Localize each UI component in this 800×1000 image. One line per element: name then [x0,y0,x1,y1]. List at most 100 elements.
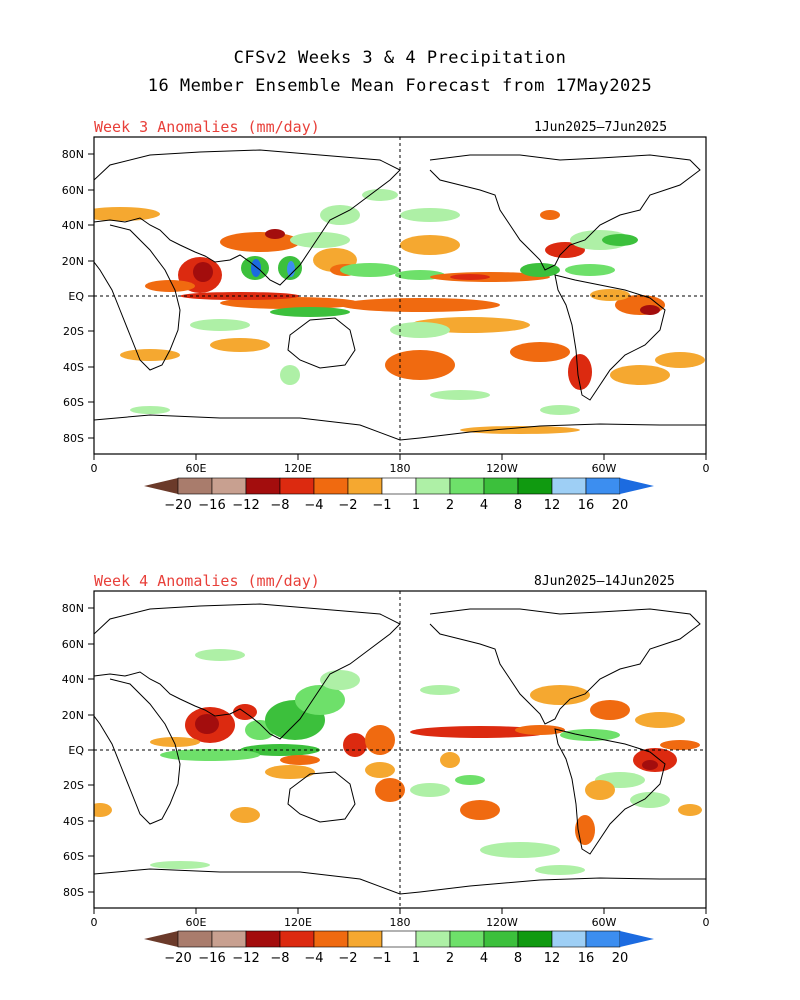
week4-map: 80N 60N 40N 20N EQ 20S 40S 60S 80S 0 60E… [62,590,710,929]
colorbar-tick-label: 1 [412,498,420,513]
lat-label: 80N [62,602,84,615]
lon-label: 120E [284,462,312,475]
lat-label: EQ [68,290,84,303]
panel1-dates: 1Jun2025–7Jun2025 [534,120,668,135]
week3-colorbar: −20 −16 −12 −8 −4 −2 −1 1 2 4 8 12 16 20 [144,477,654,513]
colorbar-tick-label: −12 [232,951,259,966]
colorbar-tick-label: 2 [446,498,454,513]
lat-label: 60S [63,396,84,409]
lon-label: 60W [592,462,617,475]
lat-label: 20N [62,709,84,722]
colorbar-swatch [279,930,315,948]
lon-label: 120E [284,916,312,929]
lon-label: 60E [186,916,207,929]
lon-label: 180 [390,462,411,475]
lon-label: 0 [91,916,98,929]
week3-map: 80N 60N 40N 20N EQ 20S 40S 60S 80S 0 60E… [62,136,710,475]
panel2-dates: 8Jun2025–14Jun2025 [534,574,675,589]
lon-label: 120W [486,916,518,929]
colorbar-tick-label: 1 [412,951,420,966]
colorbar-arrow-high [620,931,654,947]
lon-label: 60W [592,916,617,929]
lon-label: 0 [703,462,710,475]
colorbar-swatch [415,930,451,948]
lon-label: 180 [390,916,411,929]
colorbar-swatch [245,930,281,948]
lat-label: 80S [63,432,84,445]
lat-label: 60N [62,184,84,197]
colorbar-tick-label: 12 [544,951,561,966]
lat-label: 40S [63,361,84,374]
colorbar-tick-label: −16 [198,498,225,513]
lat-label: 20S [63,325,84,338]
title-line1: CFSv2 Weeks 3 & 4 Precipitation [233,48,567,68]
week3-anomaly-shading [94,189,705,434]
lon-label: 0 [703,916,710,929]
lat-label: 40N [62,219,84,232]
colorbar-tick-label: 12 [544,498,561,513]
colorbar-tick-label: −20 [164,951,191,966]
lon-label: 120W [486,462,518,475]
colorbar-tick-label: −12 [232,498,259,513]
week4-anomaly-shading [94,649,702,875]
colorbar-tick-label: 4 [480,498,488,513]
colorbar-arrow-low [144,478,178,494]
lat-label: 20S [63,779,84,792]
colorbar-arrow-high [620,478,654,494]
colorbar-swatch [585,477,621,495]
colorbar-tick-label: −8 [270,498,289,513]
colorbar-tick-label: −4 [304,498,323,513]
colorbar-swatch [551,930,587,948]
colorbar-tick-label: −1 [372,498,391,513]
lat-label: 40N [62,673,84,686]
lat-label: 60S [63,850,84,863]
colorbar-swatch [415,477,451,495]
colorbar-tick-label: −4 [304,951,323,966]
colorbar-swatch [449,930,485,948]
colorbar-swatch [449,477,485,495]
colorbar-swatch [585,930,621,948]
colorbar-swatch [313,477,349,495]
colorbar-tick-label: 8 [514,498,522,513]
colorbar-swatch [279,477,315,495]
colorbar-swatch [347,477,383,495]
colorbar-tick-label: 8 [514,951,522,966]
lat-label: 80S [63,886,84,899]
colorbar-tick-label: −1 [372,951,391,966]
colorbar-swatch [551,477,587,495]
colorbar-swatch [517,930,553,948]
colorbar-tick-label: 16 [578,951,595,966]
colorbar-swatch [313,930,349,948]
colorbar-tick-label: 4 [480,951,488,966]
week4-coastlines [94,603,706,895]
colorbar-swatch [347,930,383,948]
colorbar-swatch [483,477,519,495]
colorbar-swatch [177,477,213,495]
colorbar-swatch [381,477,417,495]
colorbar-swatch [177,930,213,948]
lon-label: 60E [186,462,207,475]
colorbar-tick-label: 20 [612,951,629,966]
lat-label: 40S [63,815,84,828]
colorbar-tick-label: −2 [338,951,357,966]
colorbar-swatch [211,930,247,948]
colorbar-tick-label: −8 [270,951,289,966]
title-line2: 16 Member Ensemble Mean Forecast from 17… [147,76,653,96]
colorbar-tick-label: 2 [446,951,454,966]
colorbar-swatch [211,477,247,495]
colorbar-tick-label: −20 [164,498,191,513]
lat-label: 60N [62,638,84,651]
week3-coastlines [94,149,706,441]
colorbar-tick-label: −2 [338,498,357,513]
colorbar-tick-label: −16 [198,951,225,966]
colorbar-arrow-low [144,931,178,947]
lon-label: 0 [91,462,98,475]
colorbar-swatch [381,930,417,948]
panel1-label: Week 3 Anomalies (mm/day) [94,118,320,136]
colorbar-tick-label: 16 [578,498,595,513]
week4-colorbar: −20 −16 −12 −8 −4 −2 −1 1 2 4 8 12 16 20 [144,930,654,966]
lat-label: 20N [62,255,84,268]
colorbar-swatch [483,930,519,948]
colorbar-tick-label: 20 [612,498,629,513]
